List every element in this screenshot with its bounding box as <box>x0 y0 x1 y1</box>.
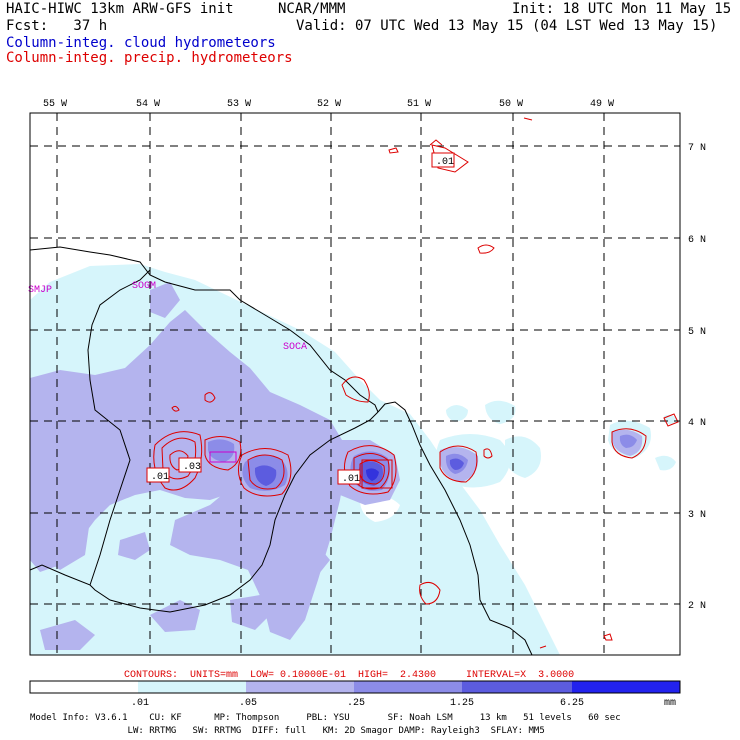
lon-label: 55 W <box>43 99 67 110</box>
lat-label: 4 N <box>688 418 706 429</box>
colorbar: .01 .05 .25 1.25 6.25 mm <box>29 680 681 709</box>
model-info-line1: Model Info: V3.6.1 CU: KF MP: Thompson P… <box>30 713 621 723</box>
colorbar-tick: 1.25 <box>450 698 474 709</box>
lat-label: 2 N <box>688 601 706 612</box>
contour-label: .01 <box>342 474 360 485</box>
cloud-shading <box>30 264 678 655</box>
lon-label: 50 W <box>499 99 523 110</box>
field-precip-label: Column-integ. precip. hydrometeors <box>6 50 293 66</box>
contour-label-boxes <box>146 152 455 485</box>
coastline <box>29 246 533 656</box>
valid-time: Valid: 07 UTC Wed 13 May 15 (04 LST Wed … <box>296 18 718 34</box>
lat-label: 7 N <box>688 143 706 154</box>
model-info-line2: LW: RRTMG SW: RRTMG DIFF: full KM: 2D Sm… <box>30 726 545 736</box>
lon-label: 53 W <box>227 99 251 110</box>
station-label: SMJP <box>28 285 52 296</box>
contour-label: .01 <box>151 472 169 483</box>
model-title: HAIC-HIWC 13km ARW-GFS init <box>6 1 234 17</box>
colorbar-tick: 6.25 <box>560 698 584 709</box>
lon-label: 51 W <box>407 99 431 110</box>
colorbar-swatch <box>572 681 680 693</box>
lon-label: 54 W <box>136 99 160 110</box>
org-label: NCAR/MMM <box>278 1 346 17</box>
station-label: SOCA <box>283 342 307 353</box>
colorbar-swatch <box>138 681 246 693</box>
colorbar-tick: .05 <box>239 698 257 709</box>
lat-label: 3 N <box>688 510 706 521</box>
contour-label: .03 <box>183 462 201 473</box>
colorbar-swatch <box>246 681 354 693</box>
forecast-hour: Fcst: 37 h <box>6 18 108 34</box>
contour-info: CONTOURS: UNITS=mm LOW= 0.10000E-01 HIGH… <box>124 670 574 681</box>
colorbar-swatch <box>30 681 138 693</box>
colorbar-swatch <box>462 681 572 693</box>
colorbar-swatch <box>354 681 462 693</box>
map-frame <box>29 112 681 656</box>
field-cloud-label: Column-integ. cloud hydrometeors <box>6 35 276 51</box>
lon-label: 49 W <box>590 99 614 110</box>
lat-lon-grid <box>30 113 680 655</box>
station-label: SOGM <box>132 281 156 292</box>
lon-label: 52 W <box>317 99 341 110</box>
colorbar-tick: .01 <box>131 698 149 709</box>
init-time: Init: 18 UTC Mon 11 May 15 <box>512 1 732 17</box>
contour-label: .01 <box>436 157 454 168</box>
lat-label: 5 N <box>688 327 706 338</box>
colorbar-unit: mm <box>664 698 676 709</box>
lat-label: 6 N <box>688 235 706 246</box>
axis-ticks <box>56 113 680 605</box>
colorbar-tick: .25 <box>347 698 365 709</box>
